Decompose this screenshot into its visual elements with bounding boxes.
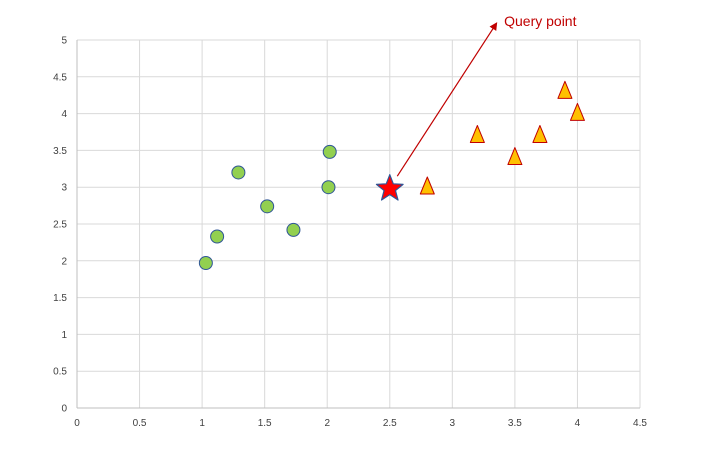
- circle-point: [231, 165, 246, 180]
- y-tick-label: 2.5: [53, 220, 67, 231]
- triangle-point: [532, 124, 548, 143]
- circle-point: [210, 229, 225, 244]
- x-tick-label: 1: [199, 418, 205, 429]
- circle-point: [286, 222, 301, 237]
- triangle-point: [569, 102, 585, 121]
- y-tick-label: 0.5: [53, 367, 67, 378]
- x-tick-label: 4: [575, 418, 581, 429]
- y-tick-label: 2: [61, 256, 67, 267]
- x-tick-label: 4.5: [633, 418, 647, 429]
- y-tick-label: 1.5: [53, 293, 67, 304]
- gridlines: [76, 39, 641, 409]
- y-tick-label: 5: [61, 36, 67, 47]
- triangle-point: [469, 124, 485, 143]
- y-tick-label: 4.5: [53, 72, 67, 83]
- query-point-label: Query point: [504, 13, 576, 29]
- x-tick-label: 3: [450, 418, 456, 429]
- annotation-arrow: [396, 22, 498, 177]
- annotations: Query point: [396, 13, 577, 177]
- circle-point: [321, 180, 336, 195]
- y-tick-label: 4: [61, 109, 67, 120]
- x-tick-label: 0.5: [133, 418, 147, 429]
- x-tick-label: 2: [324, 418, 330, 429]
- query-star-point: [375, 174, 404, 201]
- circle-point: [260, 199, 275, 214]
- tick-labels: 0 0.5 1 1.5 2 2.5 3 3.5 4 4.5 0 0.5 1 1.5 2 2.5 3 3.5 4 4.5…: [53, 36, 647, 430]
- axes: [76, 40, 640, 409]
- triangle-point: [507, 147, 523, 166]
- x-tick-label: 3.5: [508, 418, 522, 429]
- triangle-point: [557, 80, 573, 99]
- y-tick-label: 3: [61, 183, 67, 194]
- x-tick-label: 0: [74, 418, 80, 429]
- circle-point: [322, 144, 337, 159]
- y-tick-label: 0: [61, 404, 67, 415]
- data-points: [198, 80, 585, 271]
- y-tick-label: 1: [61, 330, 67, 341]
- circle-point: [198, 256, 213, 271]
- triangle-point: [419, 176, 435, 195]
- y-tick-label: 3.5: [53, 146, 67, 157]
- x-tick-label: 1.5: [258, 418, 272, 429]
- x-tick-label: 2.5: [383, 418, 397, 429]
